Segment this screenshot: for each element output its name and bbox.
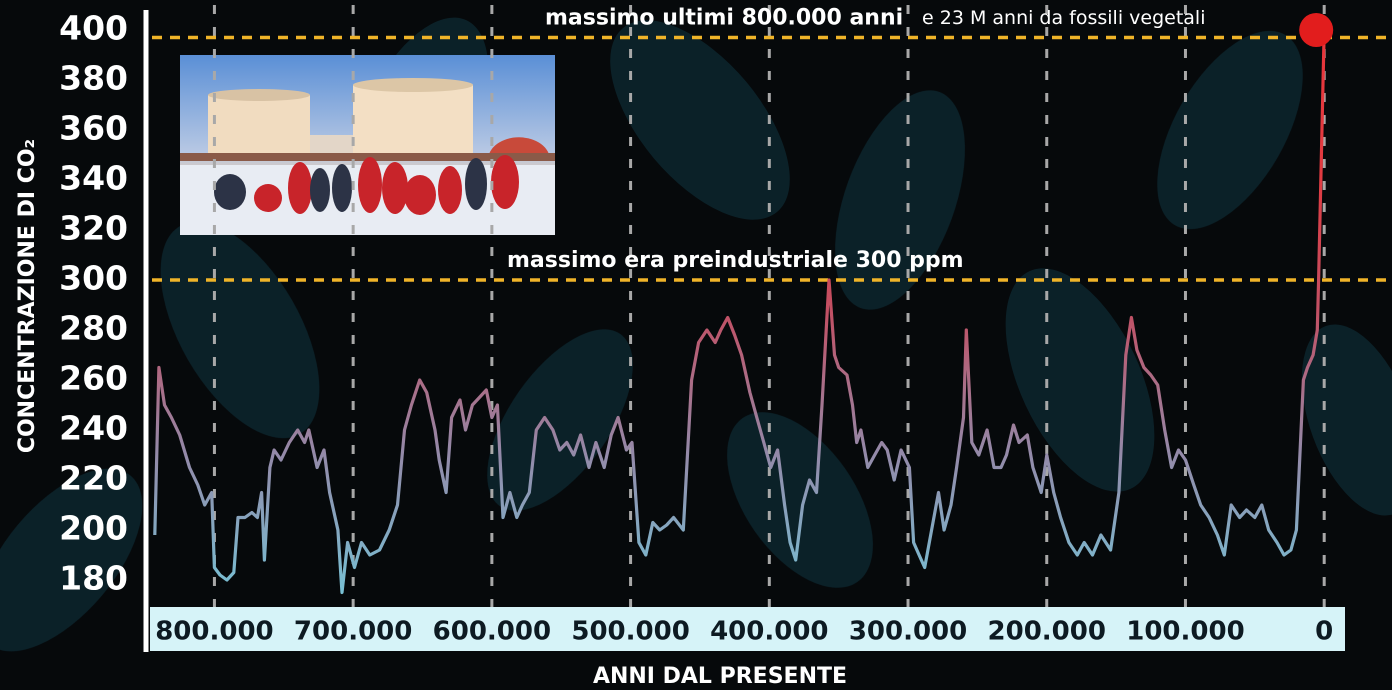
y-tick-label: 180 [59, 559, 128, 598]
reference-label: massimo era preindustriale 300 ppm [507, 248, 964, 273]
y-tick-label: 380 [59, 59, 128, 98]
y-tick-label: 340 [59, 159, 128, 198]
x-tick-label: 700.000 [294, 617, 412, 647]
x-tick-label: 500.000 [571, 617, 689, 647]
y-axis-title: CONCENTRAZIONE DI CO₂ [15, 139, 40, 453]
y-tick-label: 280 [59, 309, 128, 348]
x-axis-band [150, 607, 1345, 651]
x-tick-label: 200.000 [988, 617, 1106, 647]
y-tick-label: 240 [59, 409, 128, 448]
reference-note: e 23 M anni da fossili vegetali [922, 7, 1206, 29]
y-tick-label: 360 [59, 109, 128, 148]
x-tick-label: 800.000 [155, 617, 273, 647]
photo [180, 55, 555, 235]
x-tick-label: 300.000 [849, 617, 967, 647]
x-tick-label: 100.000 [1126, 617, 1244, 647]
y-tick-label: 260 [59, 359, 128, 398]
reference-label: massimo ultimi 800.000 anni [545, 6, 903, 31]
x-tick-label: 0 [1315, 617, 1333, 647]
y-tick-label: 300 [59, 259, 128, 298]
x-axis-title: ANNI DAL PRESENTE [593, 664, 847, 689]
current-marker [1299, 13, 1334, 47]
co2-line [153, 29, 1326, 595]
x-tick-label: 400.000 [710, 617, 828, 647]
x-tick-label: 600.000 [433, 617, 551, 647]
y-tick-label: 320 [59, 209, 128, 248]
y-tick-label: 200 [59, 509, 128, 548]
y-tick-label: 400 [59, 9, 128, 48]
y-tick-label: 220 [59, 459, 128, 498]
